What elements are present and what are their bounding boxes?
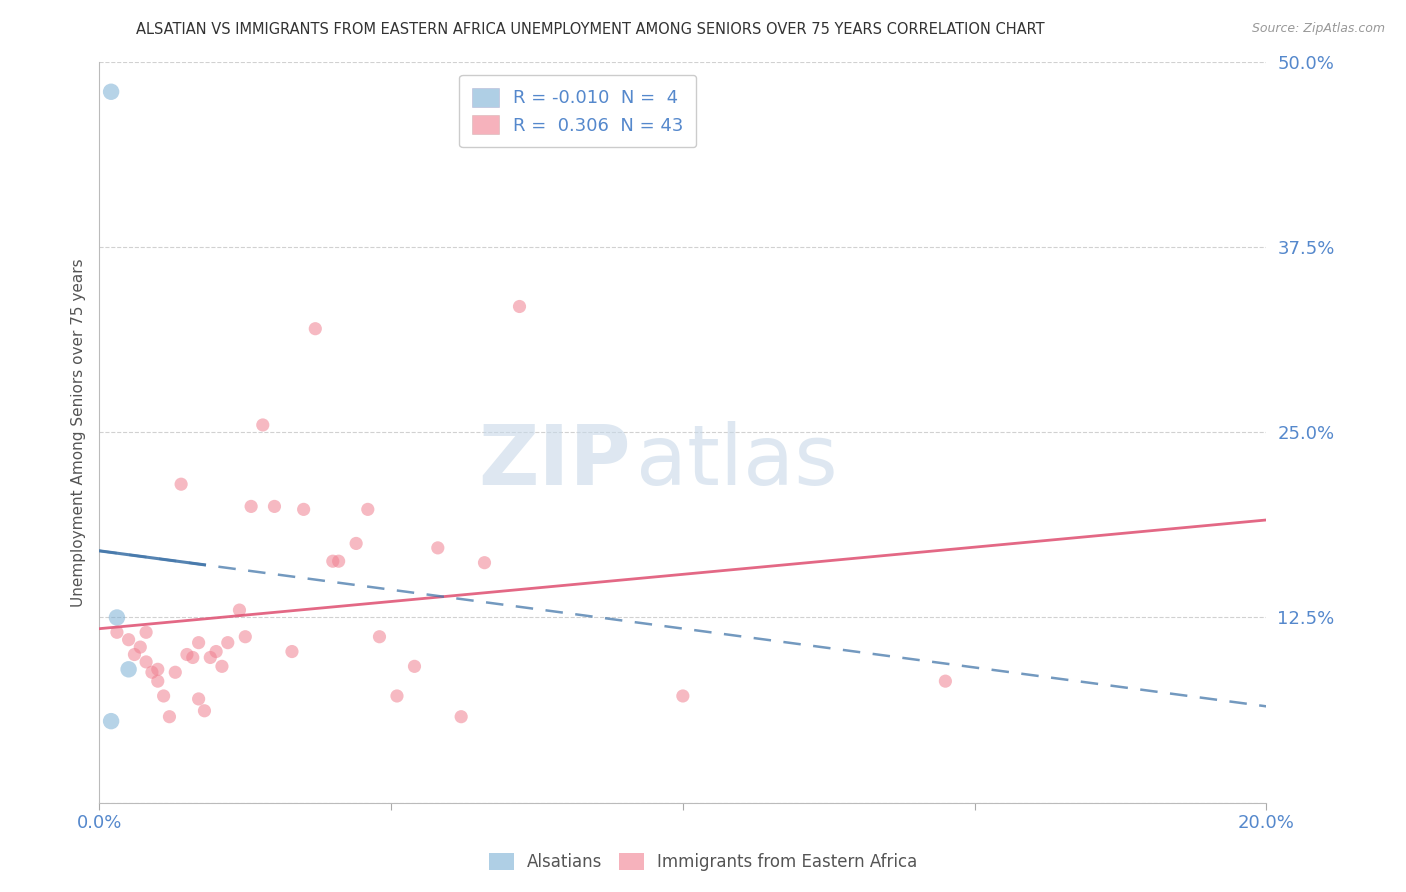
Text: ALSATIAN VS IMMIGRANTS FROM EASTERN AFRICA UNEMPLOYMENT AMONG SENIORS OVER 75 YE: ALSATIAN VS IMMIGRANTS FROM EASTERN AFRI… — [136, 22, 1045, 37]
Point — [281, 644, 304, 658]
Point — [193, 704, 215, 718]
Point — [672, 689, 695, 703]
Point — [176, 648, 198, 662]
Point — [170, 477, 193, 491]
Point — [135, 655, 157, 669]
Point — [187, 692, 209, 706]
Point — [105, 625, 128, 640]
Point — [135, 625, 157, 640]
Point — [368, 630, 391, 644]
Point — [357, 502, 380, 516]
Point — [233, 630, 256, 644]
Point — [263, 500, 285, 514]
Point — [181, 650, 204, 665]
Point — [152, 689, 174, 703]
Point — [117, 632, 139, 647]
Point — [146, 662, 169, 676]
Point — [240, 500, 263, 514]
Point — [292, 502, 315, 516]
Point — [404, 659, 426, 673]
Point — [252, 417, 274, 432]
Legend: Alsatians, Immigrants from Eastern Africa: Alsatians, Immigrants from Eastern Afric… — [481, 845, 925, 880]
Legend: R = -0.010  N =  4, R =  0.306  N = 43: R = -0.010 N = 4, R = 0.306 N = 43 — [460, 75, 696, 147]
Point — [228, 603, 250, 617]
Y-axis label: Unemployment Among Seniors over 75 years: Unemployment Among Seniors over 75 years — [72, 258, 86, 607]
Point — [165, 665, 187, 680]
Point — [117, 662, 139, 676]
Point — [217, 635, 239, 649]
Point — [200, 650, 222, 665]
Point — [322, 554, 344, 568]
Point — [426, 541, 449, 555]
Point — [205, 644, 228, 658]
Point — [100, 714, 122, 728]
Point — [474, 556, 496, 570]
Point — [124, 648, 146, 662]
Point — [187, 635, 209, 649]
Point — [385, 689, 408, 703]
Point — [304, 322, 326, 336]
Text: Source: ZipAtlas.com: Source: ZipAtlas.com — [1251, 22, 1385, 36]
Point — [211, 659, 233, 673]
Point — [129, 640, 152, 654]
Point — [934, 674, 956, 689]
Point — [328, 554, 350, 568]
Point — [159, 709, 181, 723]
Text: ZIP: ZIP — [478, 422, 630, 502]
Point — [100, 85, 122, 99]
Text: atlas: atlas — [636, 422, 838, 502]
Point — [344, 536, 367, 550]
Point — [146, 674, 169, 689]
Point — [450, 709, 472, 723]
Point — [141, 665, 163, 680]
Point — [105, 610, 128, 624]
Point — [508, 300, 530, 314]
